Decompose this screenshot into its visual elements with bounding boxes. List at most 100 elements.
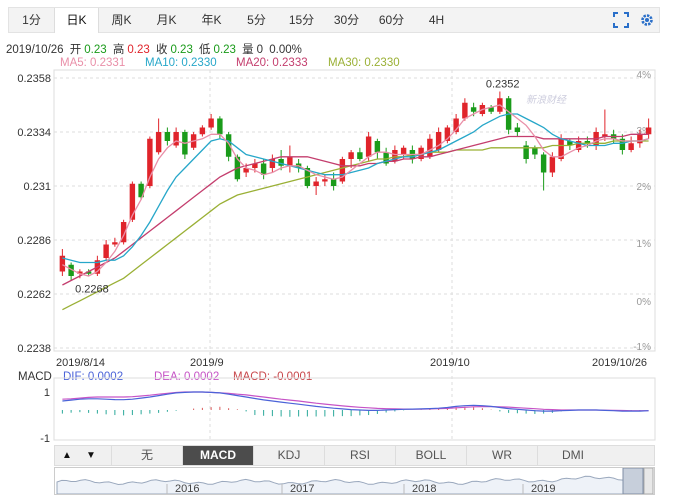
candle-body <box>269 159 276 168</box>
tab-8[interactable]: 60分 <box>378 13 405 27</box>
candle-body <box>584 141 591 144</box>
indicator-gap <box>103 446 111 465</box>
tab-7[interactable]: 30分 <box>333 13 360 27</box>
candle-body <box>129 183 136 220</box>
indicator-tab-1[interactable]: MACD <box>182 446 253 465</box>
change-value: 0.00% <box>269 44 302 56</box>
candle-body <box>199 127 206 135</box>
macd-panel-label: MACD <box>18 371 52 383</box>
ma20-line <box>62 133 649 286</box>
candle-body <box>575 141 582 150</box>
candle-body <box>453 118 459 132</box>
tab-6[interactable]: 15分 <box>288 13 315 27</box>
candle-body <box>418 147 424 159</box>
candle-body <box>470 107 477 112</box>
y-tick-label: 0.2286 <box>17 235 51 247</box>
candle-body <box>112 242 118 245</box>
candle-body <box>173 132 179 146</box>
indicator-tab-0[interactable]: 无 <box>111 446 182 465</box>
open-label: 开 <box>69 44 82 56</box>
settings-icon[interactable] <box>639 12 655 28</box>
indicator-tab-3[interactable]: RSI <box>324 446 395 465</box>
candle-body <box>365 136 372 157</box>
candle-body <box>540 154 547 173</box>
candle-body <box>339 159 346 182</box>
candle-body <box>383 152 389 164</box>
x-tick-label: 2019/10 <box>430 357 470 369</box>
navigator-chart[interactable]: 2016 2017 2018 2019 <box>55 467 654 495</box>
candle-body <box>400 147 407 155</box>
indicator-tab-6[interactable]: DMI <box>537 446 608 465</box>
period-tabbar: 1分 日K 周K 月K 年K 5分 15分 30分 60分 4H <box>8 7 660 33</box>
plot-frame <box>53 69 656 352</box>
volume-label: 量 <box>242 44 254 56</box>
dif-legend: DIF: 0.0002 <box>63 371 124 383</box>
navigator-tick-label: 2019 <box>531 483 555 494</box>
tab-3[interactable]: 月K <box>156 13 177 27</box>
dea-line <box>62 391 649 412</box>
candle-body <box>514 127 521 132</box>
volume-value: 0 <box>256 44 264 56</box>
tab-5[interactable]: 5分 <box>247 13 266 27</box>
candle-body <box>155 132 162 153</box>
macd-value-legend: MACD: -0.0001 <box>233 371 313 383</box>
y-tick-label: 0.231 <box>23 181 51 193</box>
tab-4[interactable]: 年K <box>201 13 222 27</box>
candle-body <box>243 168 249 173</box>
indicator-tabbar: ▲ ▼ 无 MACD KDJ RSI BOLL WR DMI <box>54 445 655 466</box>
candle-body <box>558 138 564 159</box>
dea-legend: DEA: 0.0002 <box>154 371 220 383</box>
candle-body <box>427 138 433 157</box>
candle-body <box>59 255 66 272</box>
candle-body <box>549 156 556 173</box>
tab-2[interactable]: 周K <box>111 13 132 27</box>
close-value: 0.23 <box>170 44 193 56</box>
min-annotation: 0.2268 <box>75 284 109 296</box>
tab-9[interactable]: 4H <box>428 13 445 27</box>
indicator-tab-5[interactable]: WR <box>466 446 537 465</box>
candle-body <box>619 138 626 150</box>
y-tick-label: 0.2262 <box>17 289 51 301</box>
candle-body <box>374 141 381 153</box>
low-label: 低 <box>199 44 211 56</box>
ma5-line <box>62 104 649 277</box>
navigator-area <box>56 475 624 495</box>
candle-body <box>138 183 144 198</box>
pct-tick-label: 2% <box>637 182 652 193</box>
ma30-legend: MA30: 0.2330 <box>328 57 400 69</box>
pct-tick-label: 3% <box>637 126 652 137</box>
x-tick-label: 2019/8/14 <box>56 357 105 369</box>
candle-body <box>260 163 267 175</box>
x-tick-label: 2019/10/26 <box>592 357 647 369</box>
candle-body <box>120 222 127 243</box>
time-navigator[interactable]: 2016 2017 2018 2019 <box>54 467 655 495</box>
indicator-tab-4[interactable]: BOLL <box>395 446 466 465</box>
candle-body <box>217 118 223 135</box>
pct-tick-label: 0% <box>637 297 652 308</box>
y-tick-label: 0.2334 <box>17 127 51 139</box>
candle-body <box>628 143 634 150</box>
candle-body <box>602 134 608 137</box>
navigator-tick-label: 2018 <box>412 483 436 494</box>
tab-0[interactable]: 1分 <box>22 13 41 27</box>
ma10-line <box>62 113 649 264</box>
ma30-line <box>62 140 649 311</box>
watermark-text: 新浪财经 <box>526 94 567 106</box>
candle-body <box>488 107 494 112</box>
triangle-down-icon[interactable]: ▼ <box>86 450 96 461</box>
candle-body <box>313 181 319 186</box>
ma20-legend: MA20: 0.2333 <box>236 57 308 69</box>
navigator-selection-handle <box>622 467 644 495</box>
indicator-tab-2[interactable]: KDJ <box>253 446 324 465</box>
candle-body <box>103 244 109 258</box>
dif-line <box>62 391 649 412</box>
tab-1[interactable]: 日K <box>54 8 99 33</box>
candle-body <box>322 179 328 182</box>
triangle-up-icon[interactable]: ▲ <box>62 450 72 461</box>
expand-icon[interactable] <box>613 12 629 28</box>
candle-body <box>435 132 442 150</box>
candle-body <box>252 163 258 168</box>
info-date: 2019/10/26 <box>6 44 64 56</box>
candle-body <box>567 141 573 146</box>
